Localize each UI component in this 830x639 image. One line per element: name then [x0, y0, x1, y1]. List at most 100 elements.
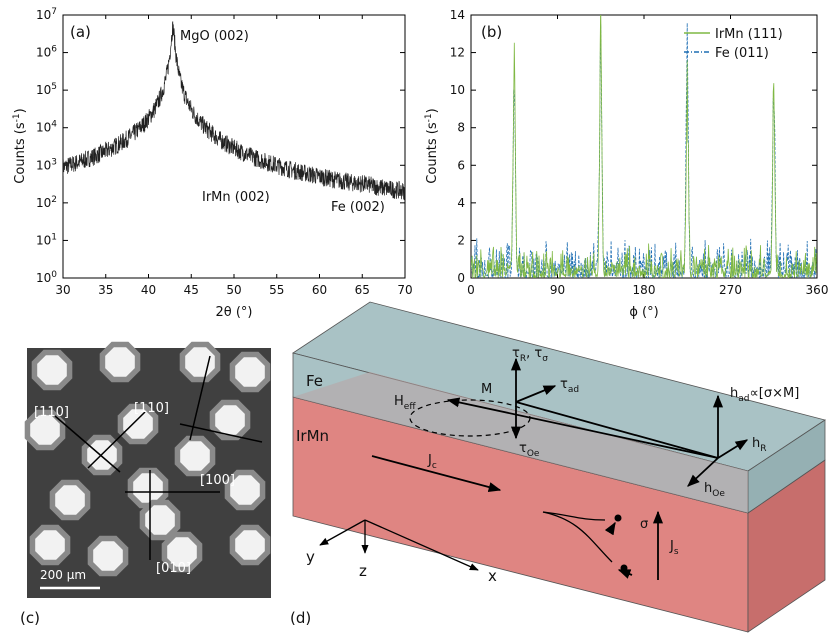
a-ytick-label: 102	[36, 195, 57, 210]
b-ytick-label: 12	[450, 46, 465, 60]
panel-b-tag: (b)	[481, 23, 502, 41]
pad	[37, 355, 67, 385]
m-label: M	[481, 382, 492, 397]
a-xtick-label: 50	[226, 283, 241, 297]
a-xtick-label: 55	[269, 283, 284, 297]
panel-d-tag: (d)	[290, 609, 311, 627]
torque-vectors	[371, 357, 749, 580]
b-xtick-label: 360	[806, 283, 829, 297]
h-ad-label: had∝[σ×M]	[730, 386, 799, 404]
dir-label-110-b: [110]	[134, 401, 169, 416]
b-xtick-label: 270	[719, 283, 742, 297]
h-eff-label: Heff	[394, 394, 416, 412]
panel-b: 0 90 180 270 360 0 2 4 6 8 10 12 14 (b) IrMn (111) F…	[424, 8, 829, 320]
tau-ad-label: τad	[560, 377, 579, 395]
pad	[235, 530, 265, 560]
panel-a-tag: (a)	[70, 23, 91, 41]
dir-label-110-a: [110]	[34, 405, 69, 420]
a-xtick-label: 30	[55, 283, 70, 297]
coord-axes	[319, 519, 479, 571]
spin-down-dot	[620, 564, 628, 572]
direction-lines	[54, 355, 263, 560]
pad	[180, 441, 210, 471]
b-ytick-label: 10	[450, 83, 465, 97]
m-line	[515, 401, 719, 459]
spin-up-dot	[614, 514, 622, 522]
panel-b-legend: IrMn (111) Fe (011)	[684, 27, 783, 61]
h-eff-arrow	[446, 397, 719, 459]
a-xtick-label: 40	[141, 283, 156, 297]
legend-fe-label: Fe (011)	[715, 46, 769, 61]
sigma-down-arrow	[617, 569, 633, 579]
h-r-arrow	[717, 439, 749, 459]
pad	[235, 357, 265, 387]
a-xtick-label: 70	[397, 283, 412, 297]
x-axis-label: x	[488, 567, 497, 585]
irmn-111-series	[471, 15, 817, 278]
b-ytick-label: 6	[457, 158, 465, 172]
pad	[93, 541, 123, 571]
panel-a-trace	[63, 21, 405, 201]
tau-ad-arrow	[515, 385, 557, 403]
jc-label: Jc	[427, 453, 437, 471]
h-r-label: hR	[752, 436, 767, 454]
tau-r-sigma-label: τR, τσ	[512, 346, 548, 364]
a-xtick-label: 60	[312, 283, 327, 297]
b-ytick-label: 4	[457, 196, 465, 210]
z-axis-label: z	[359, 562, 367, 580]
pad	[30, 415, 60, 445]
b-xtick-label: 180	[633, 283, 656, 297]
panel-d: Fe IrMn τR, τσ τad M Heff τOe had∝[	[290, 301, 826, 633]
fe-011-series	[471, 22, 817, 278]
fe-layer-label: Fe	[306, 372, 323, 390]
tau-oe-label: τOe	[519, 441, 540, 459]
mgo-peak-label: MgO (002)	[180, 29, 249, 44]
b-ytick-label: 8	[457, 121, 465, 135]
pad	[55, 485, 85, 515]
b-ytick-label: 2	[457, 233, 465, 247]
panel-a: 30 35 40 45 50 55 60 65 70 100 101 102 103 104 105 106 1…	[12, 7, 413, 320]
a-ytick-label: 101	[36, 232, 57, 247]
panel-b-ticks: 0 90 180 270 360 0 2 4 6 8 10 12 14	[450, 8, 829, 297]
y-axis-label: y	[306, 548, 315, 566]
h-oe-label: hOe	[704, 481, 725, 499]
b-xtick-label: 0	[467, 283, 475, 297]
y-axis-arrow	[319, 519, 366, 546]
panel-a-ticks: 30 35 40 45 50 55 60 65 70 100 101 102 103 104 105 106 1…	[36, 7, 413, 297]
irmn-layer-label: IrMn	[296, 427, 329, 445]
panel-c-tag: (c)	[20, 609, 40, 627]
micrograph-pads	[24, 341, 271, 577]
panel-c: [110] [110] [100] [010] 200 µm (c)	[20, 341, 271, 627]
a-ytick-label: 104	[36, 120, 57, 135]
pad	[230, 475, 260, 505]
a-xtick-label: 45	[184, 283, 199, 297]
spin-path-up	[542, 511, 606, 521]
a-ytick-label: 103	[36, 157, 57, 172]
sigma-up-arrow	[604, 521, 616, 536]
a-xtick-label: 35	[98, 283, 113, 297]
panel-b-xlabel: ϕ (°)	[629, 305, 658, 320]
interface-shade	[293, 372, 748, 513]
panel-a-ylabel: Counts (s-1)	[12, 108, 28, 183]
a-xtick-label: 65	[355, 283, 370, 297]
fe-peak-label: Fe (002)	[331, 200, 385, 215]
dir-label-100: [100]	[200, 473, 235, 488]
pad	[145, 505, 175, 535]
pad	[167, 537, 197, 567]
pad	[215, 405, 245, 435]
sigma-label: σ	[640, 517, 648, 532]
panel-a-xlabel: 2θ (°)	[215, 305, 252, 320]
a-ytick-label: 106	[36, 45, 57, 60]
dir-label-010: [010]	[156, 561, 191, 576]
b-ytick-label: 0	[457, 271, 465, 285]
pad	[105, 347, 135, 377]
a-ytick-label: 105	[36, 82, 57, 97]
b-xtick-label: 90	[550, 283, 565, 297]
js-label: Js	[669, 539, 679, 557]
a-ytick-label: 107	[36, 7, 57, 22]
scalebar-label: 200 µm	[40, 568, 86, 582]
legend-irmn-label: IrMn (111)	[715, 27, 783, 42]
x-axis-arrow	[364, 519, 479, 571]
irmn-peak-label: IrMn (002)	[202, 190, 270, 205]
